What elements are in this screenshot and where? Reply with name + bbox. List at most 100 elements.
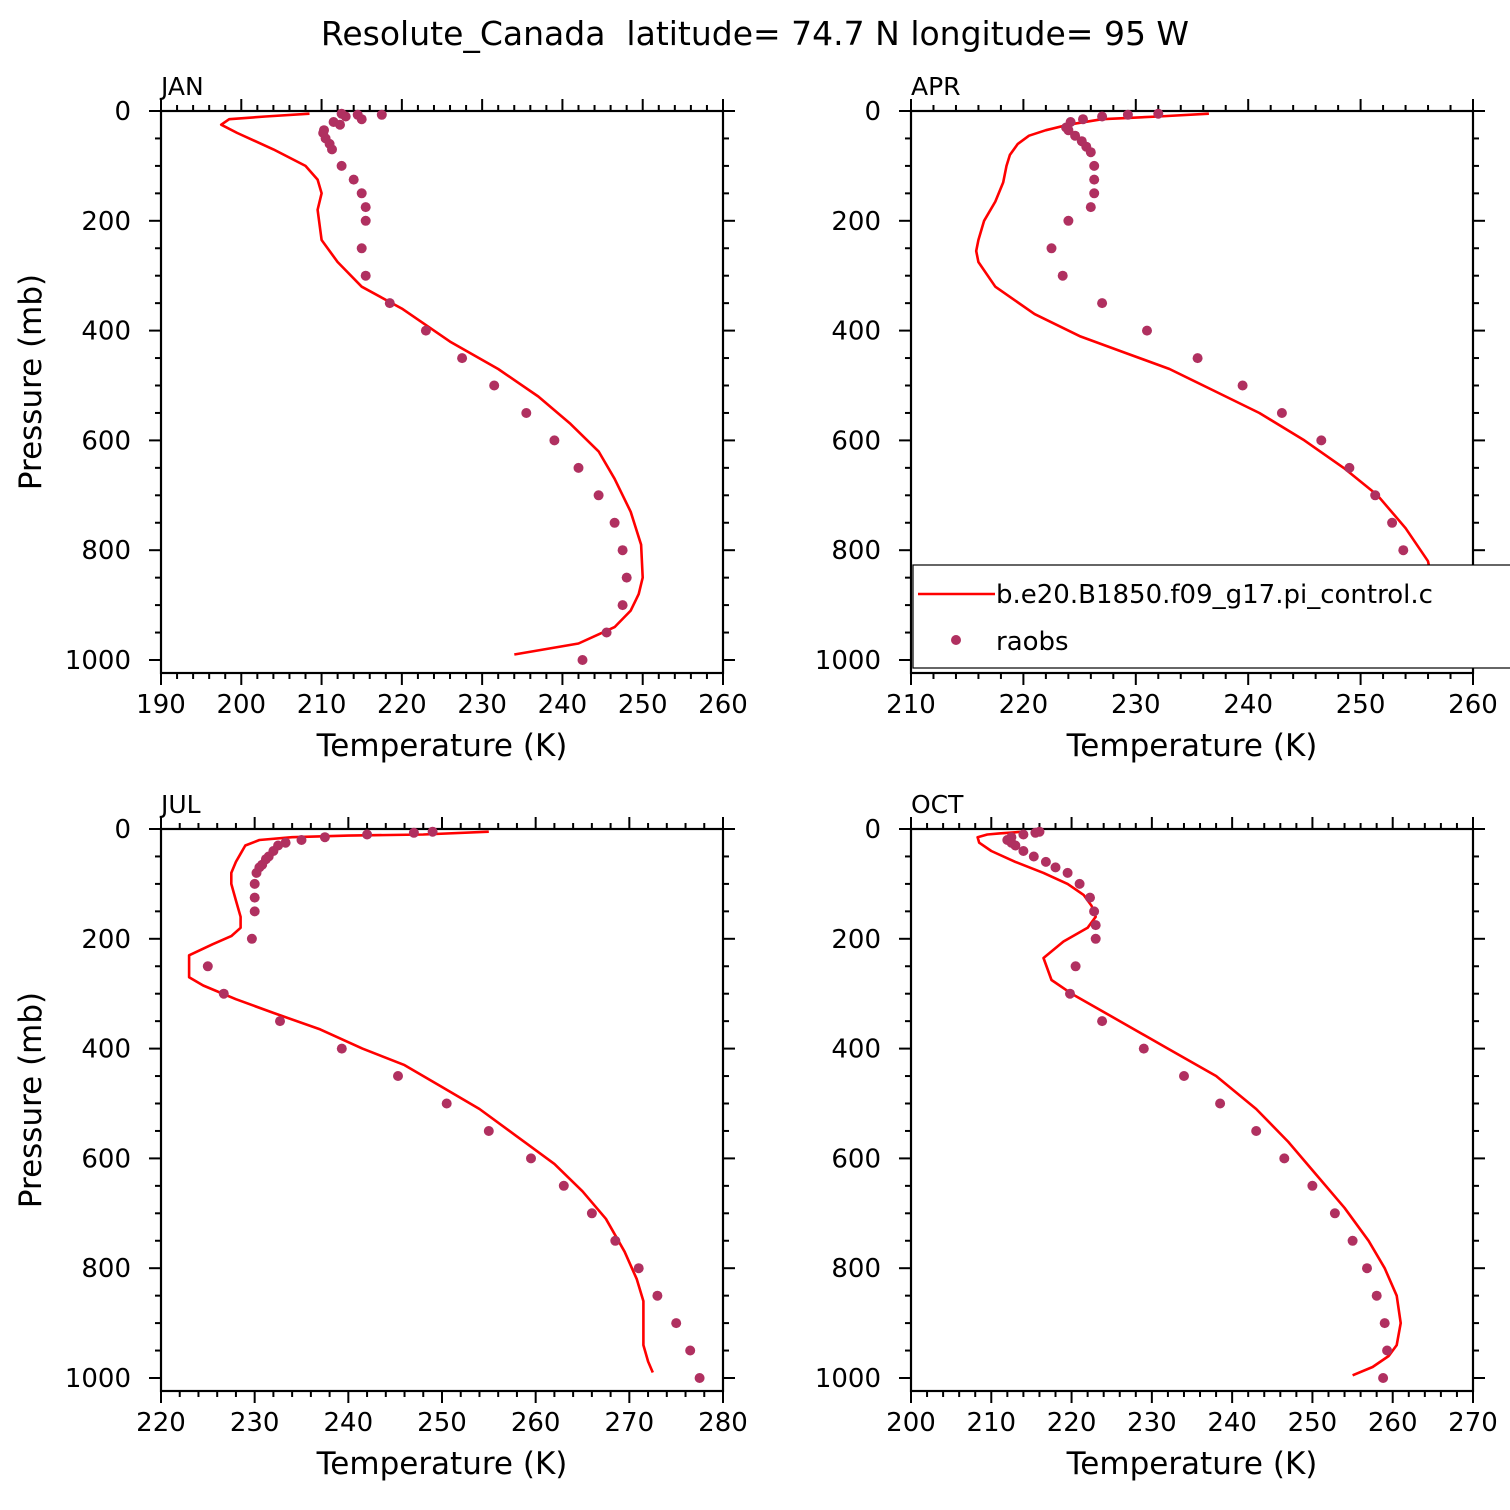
obs-point: [1090, 920, 1101, 931]
obs-point: [1329, 1208, 1340, 1219]
obs-point: [249, 906, 260, 917]
y-tick-label: 200: [81, 207, 131, 237]
obs-point: [246, 933, 257, 944]
x-tick-label: 220: [1047, 1408, 1097, 1438]
obs-point: [1089, 160, 1100, 171]
obs-point: [1398, 545, 1409, 556]
obs-point: [573, 462, 584, 473]
obs-point: [356, 114, 367, 125]
obs-point: [549, 435, 560, 446]
obs-point: [1085, 892, 1095, 903]
obs-point: [1387, 517, 1398, 528]
obs-point: [1097, 1016, 1108, 1027]
obs-point: [521, 408, 532, 418]
y-tick-label: 0: [864, 97, 881, 127]
x-tick-label: 200: [216, 690, 266, 720]
obs-point: [1344, 462, 1355, 473]
x-tick-label: 220: [377, 690, 427, 720]
obs-point: [408, 827, 419, 838]
figure-title: Resolute_Canada latitude= 74.7 N longitu…: [321, 14, 1189, 53]
obs-point: [360, 215, 371, 226]
y-tick-label: 800: [831, 1254, 881, 1284]
obs-point: [1070, 961, 1081, 972]
panel-oct: OCT 200 210 220 230 240 250 260 270 0 200 400 600 800…: [815, 790, 1498, 1482]
obs-point: [617, 545, 628, 556]
obs-point: [340, 111, 351, 122]
obs-point: [1018, 829, 1029, 840]
obs-point: [336, 1043, 347, 1054]
model-line: [976, 830, 1402, 1377]
obs-point: [296, 835, 307, 845]
obs-point: [1062, 867, 1073, 878]
x-tick-label: 220: [999, 690, 1049, 720]
obs-point: [1142, 325, 1152, 336]
obs-point: [652, 1290, 663, 1301]
obs-point: [1010, 840, 1021, 851]
y-tick-label: 200: [831, 207, 881, 237]
y-tick-label: 0: [864, 815, 881, 845]
obs-point: [362, 829, 373, 840]
x-tick-label: 240: [538, 690, 588, 720]
obs-point: [335, 119, 345, 130]
panel-frame: [159, 827, 725, 1393]
x-tick-label: 240: [1207, 1408, 1257, 1438]
obs-point: [633, 1263, 644, 1274]
x-tick-label: 240: [324, 1408, 374, 1438]
obs-point: [1379, 1318, 1390, 1329]
panel-jul: JUL 220 230 240 250 260 270 280 0 200 400 600 800 100…: [13, 790, 748, 1482]
obs-point: [1078, 114, 1088, 125]
x-tick-label: 240: [1223, 690, 1273, 720]
obs-point: [1089, 174, 1100, 185]
y-tick-label: 600: [81, 426, 131, 456]
y-tick-label: 0: [114, 97, 131, 127]
x-tick-label: 190: [136, 690, 186, 720]
obs-point: [1215, 1098, 1226, 1109]
obs-point: [360, 270, 371, 281]
obs-point: [356, 243, 367, 254]
x-tick-label: 250: [417, 1408, 467, 1438]
obs-point: [376, 109, 387, 120]
obs-point: [1050, 862, 1061, 873]
obs-point: [1192, 353, 1203, 364]
y-axis-label: Pressure (mb): [13, 274, 49, 490]
obs-point: [610, 1235, 621, 1246]
legend-box: [912, 564, 1510, 669]
obs-point: [1070, 130, 1081, 141]
obs-point: [526, 1153, 536, 1164]
obs-point: [327, 144, 337, 155]
y-tick-label: 800: [831, 536, 881, 566]
x-axis-label: Temperature (K): [1066, 1446, 1318, 1482]
obs-point: [420, 325, 431, 336]
x-tick-label: 210: [886, 690, 936, 720]
x-tick-label: 250: [618, 690, 668, 720]
y-tick-label: 1000: [65, 646, 131, 676]
x-tick-label: 250: [1288, 1408, 1338, 1438]
obs-point: [1085, 202, 1096, 213]
y-tick-label: 400: [831, 1035, 881, 1065]
y-tick-label: 600: [831, 426, 881, 456]
obs-point: [427, 826, 438, 837]
x-tick-label: 210: [966, 1408, 1016, 1438]
y-tick-label: 400: [81, 1035, 131, 1065]
obs-point: [393, 1071, 403, 1081]
y-tick-label: 1000: [815, 1364, 881, 1394]
panel-frame: [909, 109, 1475, 675]
obs-point: [1040, 856, 1051, 867]
y-tick-label: 200: [831, 925, 881, 955]
obs-point: [1097, 111, 1108, 122]
y-tick-label: 1000: [65, 1364, 131, 1394]
y-tick-label: 0: [114, 815, 131, 845]
x-tick-label: 260: [1368, 1408, 1418, 1438]
obs-point: [1378, 1373, 1389, 1383]
obs-point: [280, 837, 291, 848]
obs-point: [384, 298, 395, 309]
x-tick-label: 230: [1127, 1408, 1177, 1438]
obs-point: [489, 380, 500, 391]
y-tick-label: 400: [831, 317, 881, 347]
x-tick-label: 260: [511, 1408, 561, 1438]
obs-point: [218, 988, 229, 999]
y-tick-label: 400: [81, 317, 131, 347]
y-tick-label: 800: [81, 1254, 131, 1284]
obs-point: [1138, 1043, 1149, 1054]
